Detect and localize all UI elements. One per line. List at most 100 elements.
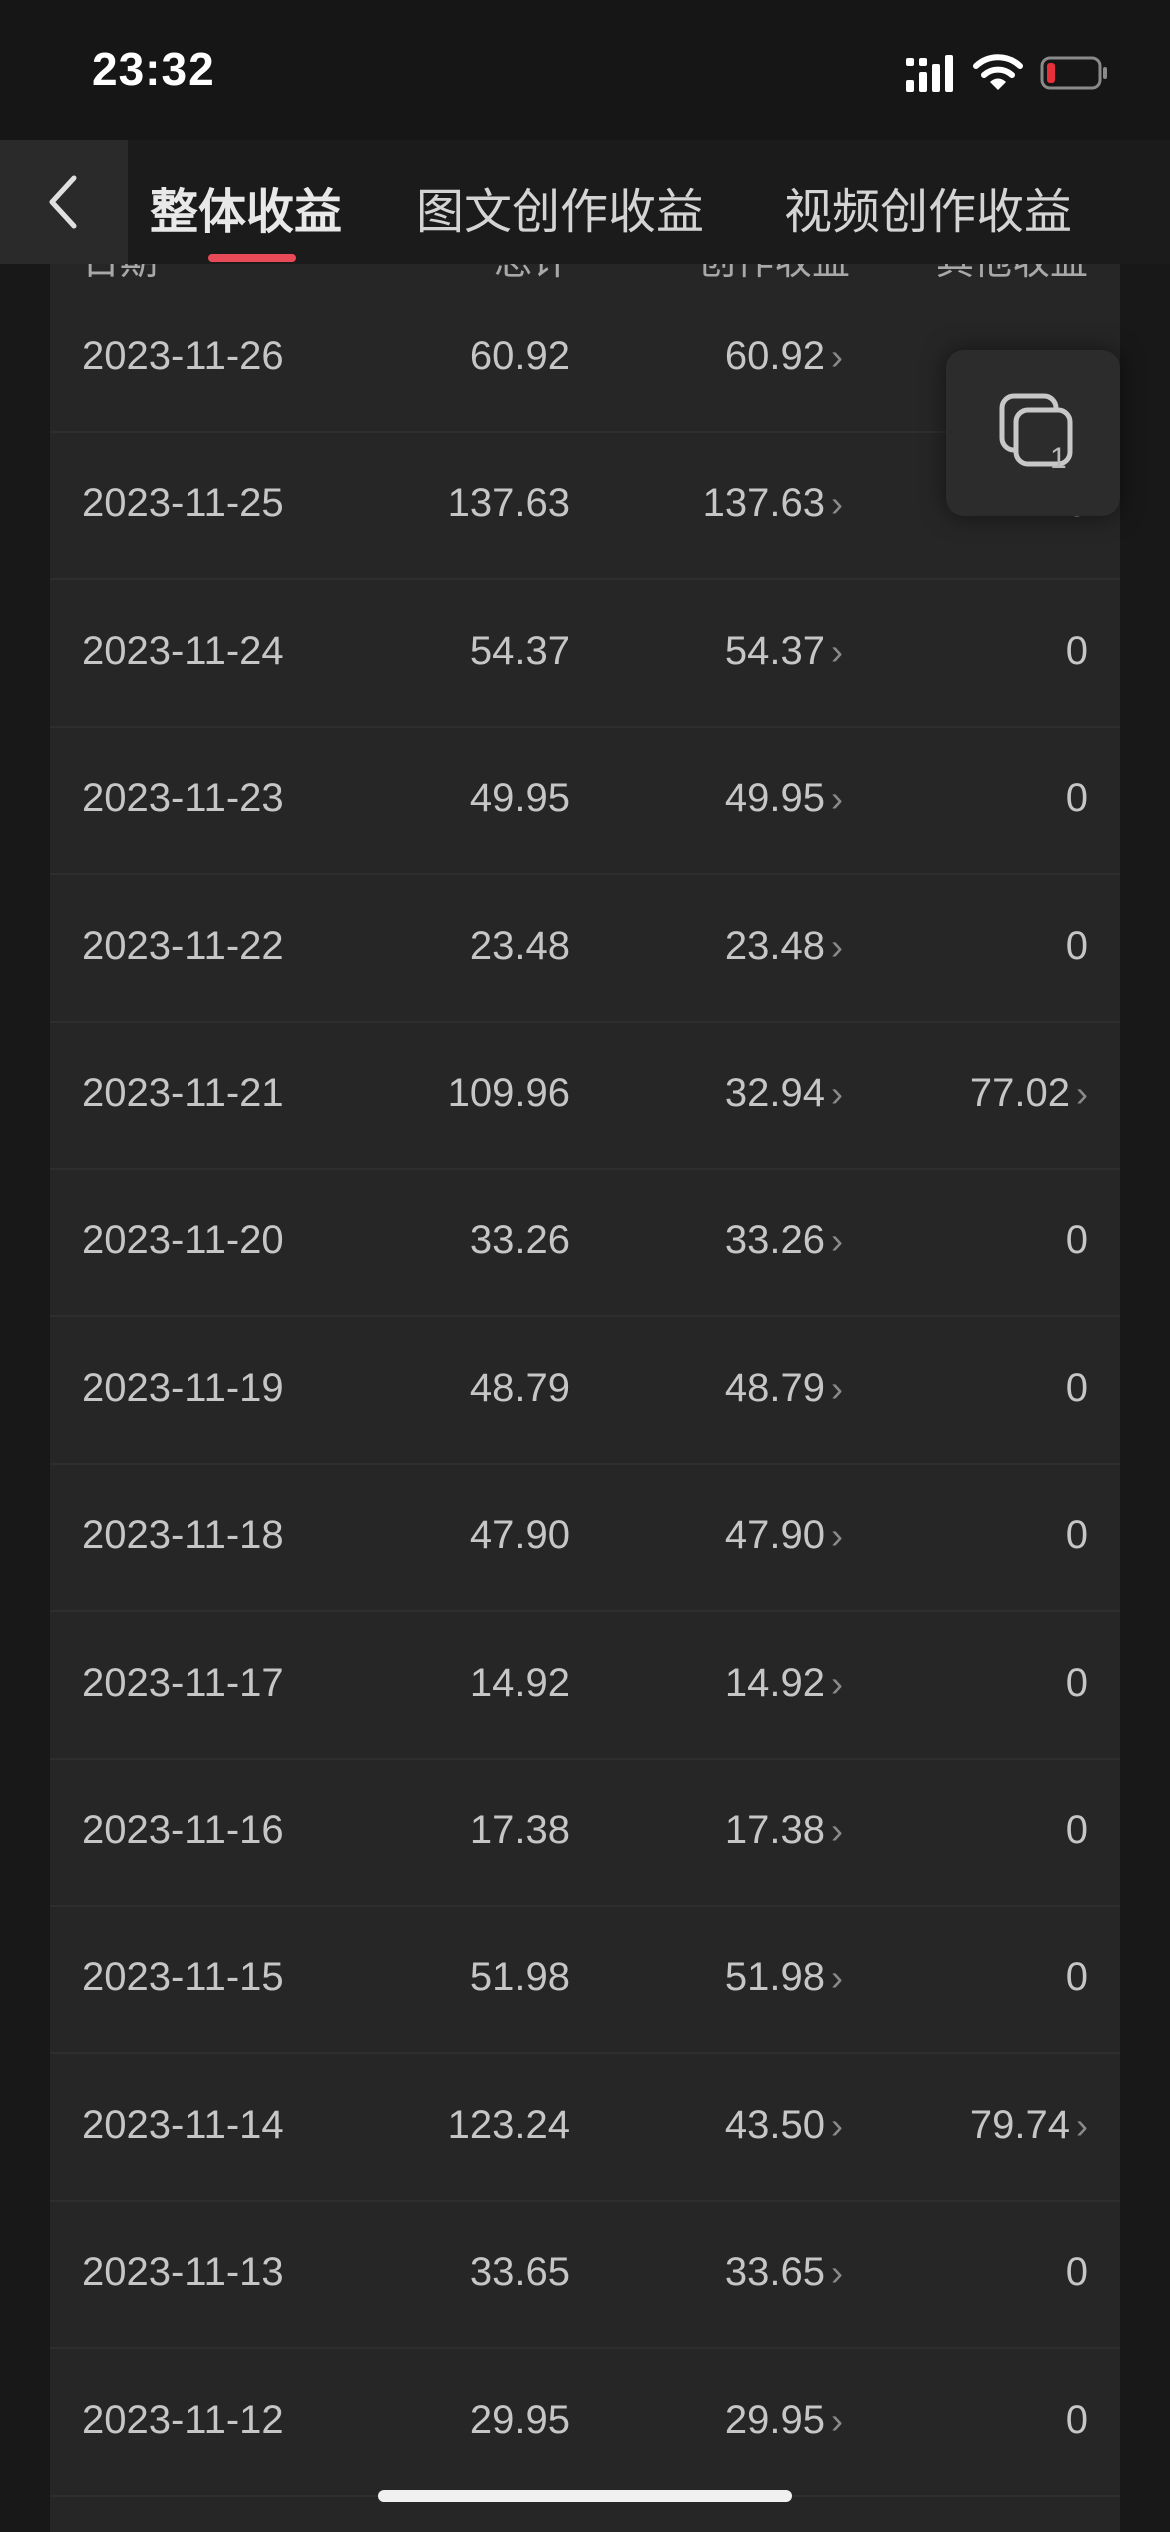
row-creation-value: 23.48	[724, 923, 825, 968]
row-creation-earnings[interactable]: 33.26 ›	[725, 1218, 843, 1263]
copy-window-icon	[999, 393, 1073, 467]
row-creation-value: 33.65	[724, 2250, 825, 2295]
row-total: 23.48	[469, 923, 570, 968]
row-date: 2023-11-26	[82, 334, 284, 378]
row-creation-earnings[interactable]: 32.94 ›	[725, 1071, 843, 1116]
back-button[interactable]	[0, 140, 128, 264]
row-creation-earnings[interactable]: 14.92 ›	[725, 1661, 843, 1706]
row-total: 60.92	[469, 334, 570, 378]
row-creation-value: 48.79	[724, 1365, 825, 1410]
row-creation-earnings[interactable]: 48.79 ›	[725, 1366, 843, 1411]
row-other-earnings: 0	[1066, 1366, 1088, 1411]
earnings-table: 日期 总计 创作收益 其他收益 2023-11-26 60.92 60.92› 202…	[50, 264, 1120, 2532]
chevron-right-icon: ›	[1076, 2104, 1088, 2146]
row-date: 2023-11-17	[82, 1660, 284, 1705]
table-row: 2023-11-21 109.96 32.94 › 77.02 ›	[50, 1021, 1120, 1170]
row-creation-earnings[interactable]: 51.98 ›	[725, 1955, 843, 2000]
tab-overall-earnings[interactable]: 整体收益	[150, 186, 343, 239]
table-header: 日期 总计 创作收益 其他收益	[50, 264, 1120, 310]
row-creation-earnings[interactable]: 23.48 ›	[725, 924, 843, 969]
row-creation-earnings[interactable]: 33.65 ›	[725, 2250, 843, 2295]
row-date: 2023-11-24	[82, 628, 284, 673]
row-date: 2023-11-25	[82, 481, 284, 526]
row-total: 33.65	[469, 2250, 570, 2295]
row-creation-earnings[interactable]: 137.63 ›	[703, 481, 843, 526]
row-other-earnings[interactable]: 79.74 ›	[970, 2103, 1088, 2148]
row-total: 49.95	[469, 776, 570, 821]
header-total: 总计	[494, 264, 570, 285]
row-creation-earnings[interactable]: 49.95 ›	[725, 776, 843, 821]
table-row: 2023-11-13 33.65 33.65 › 0	[50, 2200, 1120, 2350]
chevron-right-icon: ›	[831, 2104, 843, 2146]
row-other-earnings: 0	[1066, 2398, 1088, 2443]
row-date: 2023-11-22	[82, 923, 284, 968]
battery-low-icon	[1040, 56, 1107, 90]
table-row: 2023-11-20 33.26 33.26 › 0	[50, 1168, 1120, 1318]
row-other-value: 0	[1065, 776, 1088, 821]
row-creation-value: 33.26	[724, 1218, 825, 1263]
row-total: 123.24	[447, 2102, 570, 2147]
tab-article-earnings[interactable]: 图文创作收益	[416, 186, 705, 239]
chevron-right-icon: ›	[831, 2252, 843, 2294]
header-other: 其他收益	[936, 264, 1088, 285]
row-other-value: 0	[1065, 2397, 1088, 2442]
chevron-right-icon: ›	[831, 630, 843, 672]
row-creation-earnings[interactable]: 60.92 ›	[725, 334, 843, 379]
row-other-earnings[interactable]: 77.02 ›	[970, 1071, 1088, 1116]
header-creation: 创作收益	[698, 264, 850, 285]
chevron-right-icon: ›	[831, 1073, 843, 1114]
row-creation-earnings[interactable]: 29.95 ›	[725, 2398, 843, 2443]
row-total: 47.90	[469, 1513, 570, 1558]
row-creation-value: 137.63	[702, 481, 825, 526]
chevron-right-icon: ›	[831, 2399, 843, 2441]
row-total: 33.26	[469, 1218, 570, 1263]
row-total: 29.95	[469, 2397, 570, 2442]
chevron-right-icon: ›	[831, 925, 843, 967]
row-total: 14.92	[469, 1660, 570, 1705]
floating-window-button[interactable]	[946, 350, 1120, 516]
row-total: 137.63	[447, 481, 570, 526]
row-creation-value: 17.38	[724, 1808, 825, 1852]
row-creation-earnings[interactable]: 47.90 ›	[725, 1513, 843, 1558]
row-other-earnings: 0	[1066, 1513, 1088, 1558]
chevron-right-icon: ›	[831, 1515, 843, 1557]
status-bar: 23:32	[0, 0, 1170, 140]
table-row: 2023-11-17 14.92 14.92 › 0	[50, 1611, 1120, 1760]
row-total: 17.38	[469, 1808, 570, 1852]
home-indicator[interactable]	[378, 2490, 792, 2502]
row-creation-earnings[interactable]: 54.37 ›	[725, 629, 843, 674]
row-other-value: 0	[1065, 2250, 1088, 2295]
row-creation-earnings[interactable]: 17.38 ›	[725, 1808, 843, 1853]
tab-video-earnings[interactable]: 视频创作收益	[784, 186, 1073, 239]
row-other-value: 0	[1065, 1365, 1088, 1410]
row-creation-value: 29.95	[724, 2397, 825, 2442]
table-row: 2023-11-24 54.37 54.37 › 0	[50, 579, 1120, 728]
row-other-earnings: 0	[1066, 776, 1088, 821]
chevron-right-icon: ›	[831, 1367, 843, 1409]
row-creation-earnings[interactable]: 43.50 ›	[725, 2103, 843, 2148]
table-row: 2023-11-16 17.38 17.38 › 0	[50, 1758, 1120, 1907]
row-date: 2023-11-15	[82, 1955, 284, 2000]
row-other-earnings: 0	[1066, 924, 1088, 969]
wifi-icon	[973, 54, 1023, 90]
row-date: 2023-11-19	[82, 1365, 284, 1410]
chevron-left-icon	[49, 175, 77, 229]
table-row: 2023-11-18 47.90 47.90 › 0	[50, 1463, 1120, 1613]
row-date: 2023-11-16	[82, 1808, 284, 1852]
row-other-earnings: 0	[1066, 1218, 1088, 1263]
row-total: 109.96	[447, 1071, 570, 1115]
row-date: 2023-11-20	[82, 1218, 284, 1263]
table-row: 2023-11-14 123.24 43.50 › 79.74 ›	[50, 2053, 1120, 2202]
row-other-earnings: 0	[1066, 629, 1088, 674]
row-other-value: 77.02	[969, 1071, 1070, 1115]
row-date: 2023-11-14	[82, 2102, 284, 2147]
row-other-earnings: 0	[1066, 2250, 1088, 2295]
table-row: 2023-11-19 48.79 48.79 › 0	[50, 1316, 1120, 1465]
table-row: 2023-11-12 29.95 29.95 › 0	[50, 2348, 1120, 2497]
row-creation-value: 14.92	[724, 1660, 825, 1705]
cellular-signal-icon	[906, 55, 953, 92]
row-creation-value: 49.95	[724, 776, 825, 821]
row-total: 48.79	[469, 1365, 570, 1410]
chevron-right-icon: ›	[1076, 1073, 1088, 1114]
row-date: 2023-11-12	[82, 2397, 284, 2442]
